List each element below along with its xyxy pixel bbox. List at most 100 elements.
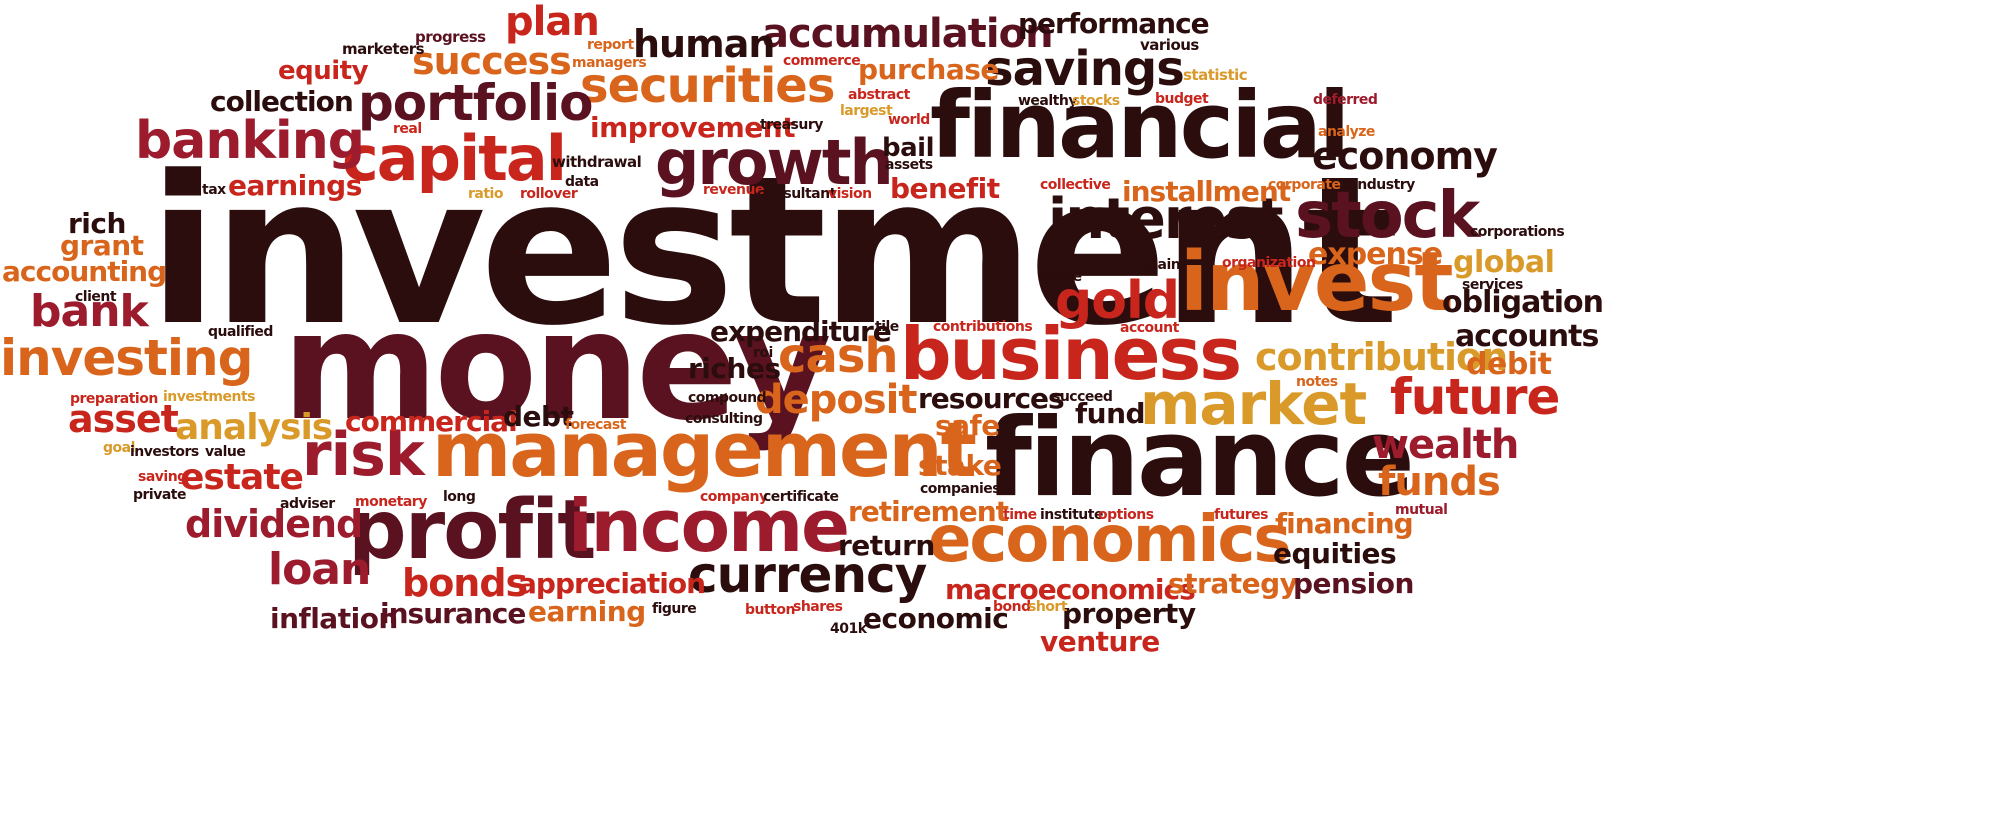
- word-deposit: deposit: [755, 377, 918, 423]
- word-human: human: [633, 22, 775, 66]
- word-abstract: abstract: [848, 87, 910, 103]
- word-funds: funds: [1378, 459, 1501, 505]
- word-client: client: [75, 289, 117, 305]
- word-services: services: [1462, 277, 1523, 293]
- word-account: account: [1120, 320, 1179, 336]
- word-bail: bail: [882, 133, 934, 163]
- word-stocks: stocks: [1072, 93, 1120, 109]
- word-management: management: [432, 405, 977, 494]
- word-accumulation: accumulation: [762, 11, 1054, 57]
- word-installment: installment: [1122, 175, 1291, 208]
- word-future: future: [1390, 368, 1560, 426]
- word-obligation: obligation: [1442, 285, 1604, 320]
- word-accounting: accounting: [2, 255, 167, 288]
- word-contribution: contribution: [1255, 335, 1508, 379]
- word-real: real: [393, 121, 422, 137]
- word-investments: investments: [163, 389, 256, 405]
- word-ratio: ratio: [468, 186, 503, 202]
- word-grant: grant: [60, 229, 144, 262]
- word-asset: asset: [68, 397, 179, 441]
- word-economy: economy: [1312, 134, 1498, 178]
- word-treasury: treasury: [760, 117, 823, 133]
- word-banking: banking: [135, 111, 365, 171]
- word-improvement: improvement: [590, 111, 796, 144]
- word-wealthy: wealthy: [1018, 93, 1077, 109]
- word-home: home: [1040, 269, 1082, 285]
- word-analyze: analyze: [1318, 124, 1375, 140]
- word-company: company: [700, 489, 768, 505]
- word-rich: rich: [68, 207, 126, 240]
- word-futures: futures: [1214, 507, 1268, 523]
- word-currency: currency: [688, 546, 927, 604]
- word-budget: budget: [1155, 91, 1209, 107]
- word-tile: tile: [875, 319, 899, 335]
- word-corporate: corporate: [1268, 177, 1341, 193]
- word-accounts: accounts: [1455, 319, 1599, 354]
- word-bonds: bonds: [402, 561, 528, 605]
- word-safe: safe: [935, 409, 1000, 442]
- word-plan: plan: [505, 0, 600, 45]
- word-financing: financing: [1275, 507, 1414, 540]
- word-short: short: [1028, 599, 1068, 615]
- word-interest: interest: [1048, 187, 1284, 252]
- word-notes: notes: [1296, 374, 1338, 390]
- word-saving: saving: [138, 469, 187, 485]
- word-rollover: rollover: [520, 186, 578, 202]
- word-companies: companies: [920, 481, 1001, 497]
- word-resources: resources: [918, 382, 1065, 415]
- word-various: various: [1140, 36, 1199, 54]
- word-largest: largest: [840, 103, 893, 119]
- word-adviser: adviser: [280, 496, 335, 512]
- word-revenue: revenue: [703, 182, 764, 198]
- word-commerce: commerce: [783, 53, 861, 69]
- word-mutual: mutual: [1395, 502, 1448, 518]
- word-goal: goal: [103, 440, 135, 456]
- word-shares: shares: [793, 599, 843, 615]
- word-options: options: [1098, 507, 1154, 523]
- word-institute: institute: [1040, 507, 1103, 523]
- word-estate: estate: [180, 457, 304, 498]
- word-marketers: marketers: [342, 40, 425, 58]
- word-savings: savings: [985, 41, 1185, 97]
- word-invest: invest: [1180, 235, 1454, 330]
- word-money: money: [282, 280, 832, 454]
- word-report: report: [587, 37, 634, 53]
- word-consultant: consultant: [757, 186, 836, 202]
- word-wealth: wealth: [1372, 422, 1519, 468]
- word-profit: profit: [348, 483, 596, 578]
- word-qualified: qualified: [208, 324, 273, 340]
- word-fund: fund: [1075, 397, 1146, 430]
- word-riches: riches: [688, 352, 781, 385]
- word-earning: earning: [528, 595, 646, 628]
- word-pension: pension: [1293, 567, 1414, 600]
- word-investing: investing: [0, 329, 253, 387]
- word-collection: collection: [210, 85, 354, 118]
- word-capital: capital: [342, 122, 567, 195]
- word-button: button: [745, 602, 795, 618]
- word-bank: bank: [30, 286, 149, 337]
- word-certificate: certificate: [763, 489, 839, 505]
- word-macroeconomics: macroeconomics: [945, 573, 1196, 606]
- word-inflation: inflation: [270, 602, 398, 635]
- word-data: data: [565, 174, 599, 190]
- word-tax: tax: [202, 182, 226, 198]
- word-securities: securities: [580, 58, 835, 114]
- word-income: income: [568, 484, 850, 568]
- word-strategy: strategy: [1168, 567, 1298, 600]
- word-commercial: commercial: [345, 405, 518, 438]
- word-consulting: consulting: [685, 411, 763, 427]
- word-world: world: [888, 112, 930, 128]
- word-debt: debt: [503, 400, 574, 433]
- word-dividend: dividend: [185, 502, 363, 546]
- word-industry: industry: [1353, 177, 1415, 193]
- word-success: success: [412, 39, 572, 83]
- word-business: business: [900, 312, 1242, 396]
- word-bond: bond: [993, 599, 1031, 615]
- word-monetary: monetary: [355, 494, 427, 510]
- word-succeed: succeed: [1052, 389, 1113, 405]
- word-401k: 401k: [830, 621, 867, 637]
- word-finance: finance: [985, 396, 1415, 521]
- word-withdrawal: withdrawal: [552, 153, 642, 171]
- word-growth: growth: [655, 126, 894, 199]
- word-compound: compound: [688, 390, 767, 406]
